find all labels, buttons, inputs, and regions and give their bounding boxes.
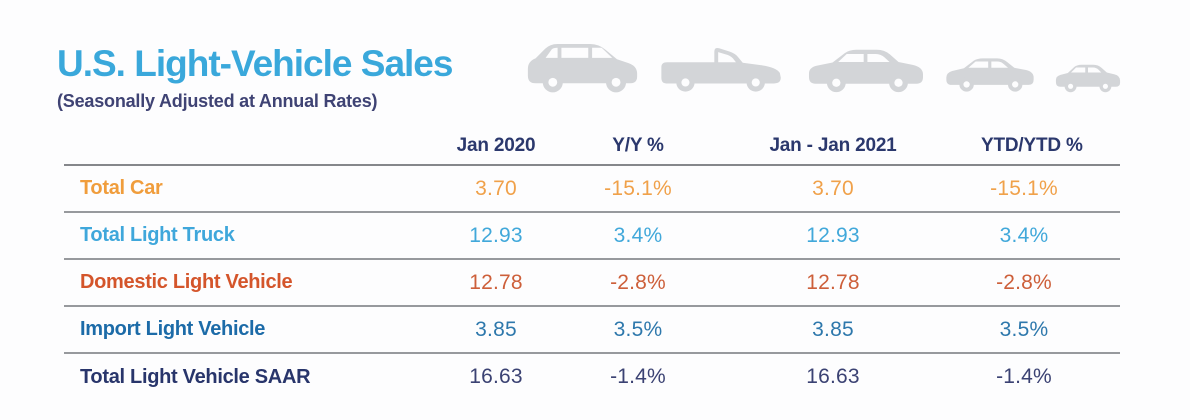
cell-yoy: 3.4% bbox=[613, 223, 663, 247]
compact-car-icon bbox=[1055, 64, 1121, 93]
cell-jan-jan-2021: 12.93 bbox=[806, 223, 860, 247]
cell-jan-jan-2021: 12.78 bbox=[806, 270, 860, 294]
cell-ytd: -1.4% bbox=[996, 365, 1052, 388]
sales-table: Jan 2020 Y/Y % Jan - Jan 2021 YTD/YTD % … bbox=[64, 128, 1120, 400]
cell-ytd: 3.5% bbox=[999, 317, 1049, 341]
pickup-truck-icon bbox=[661, 47, 782, 92]
cell-jan-2020: 16.63 bbox=[469, 365, 523, 388]
row-label: Total Car bbox=[80, 177, 163, 199]
page-title: U.S. Light-Vehicle Sales bbox=[57, 43, 453, 84]
table-row: Total Car 3.70 -15.1% 3.70 -15.1% bbox=[64, 166, 1120, 213]
row-label: Import Light Vehicle bbox=[80, 318, 266, 340]
cell-jan-2020: 12.78 bbox=[469, 270, 523, 294]
sedan-icon bbox=[808, 49, 923, 93]
cell-jan-jan-2021: 16.63 bbox=[806, 365, 860, 388]
row-label: Total Light Vehicle SAAR bbox=[80, 365, 311, 388]
coupe-icon bbox=[946, 58, 1034, 92]
cell-yoy: -2.8% bbox=[610, 270, 666, 294]
cell-ytd: 3.4% bbox=[999, 223, 1049, 247]
column-header-ytd: YTD/YTD % bbox=[981, 135, 1083, 156]
cell-ytd: -15.1% bbox=[990, 176, 1058, 200]
cell-yoy: 3.5% bbox=[613, 317, 663, 341]
cell-jan-2020: 12.93 bbox=[469, 223, 523, 247]
row-label: Total Light Truck bbox=[80, 224, 235, 246]
cell-jan-2020: 3.70 bbox=[475, 176, 517, 200]
table-row: Import Light Vehicle 3.85 3.5% 3.85 3.5% bbox=[64, 307, 1120, 354]
heading-block: U.S. Light-Vehicle Sales (Seasonally Adj… bbox=[57, 43, 453, 112]
table-row: Total Light Vehicle SAAR 16.63 -1.4% 16.… bbox=[64, 354, 1120, 400]
cell-jan-jan-2021: 3.70 bbox=[812, 176, 854, 200]
column-header-yoy: Y/Y % bbox=[612, 135, 664, 156]
vehicle-icons-row bbox=[525, 37, 1121, 95]
table-row: Domestic Light Vehicle 12.78 -2.8% 12.78… bbox=[64, 260, 1120, 307]
table-row: Total Light Truck 12.93 3.4% 12.93 3.4% bbox=[64, 213, 1120, 260]
column-header-jan-2020: Jan 2020 bbox=[456, 135, 536, 156]
suv-icon bbox=[527, 43, 638, 93]
column-header-jan-jan-2021: Jan - Jan 2021 bbox=[769, 135, 897, 156]
page-subtitle: (Seasonally Adjusted at Annual Rates) bbox=[57, 90, 378, 111]
table-header-row: Jan 2020 Y/Y % Jan - Jan 2021 YTD/YTD % bbox=[64, 128, 1120, 166]
cell-ytd: -2.8% bbox=[996, 270, 1052, 294]
row-label: Domestic Light Vehicle bbox=[80, 271, 293, 293]
cell-yoy: -1.4% bbox=[610, 365, 666, 388]
cell-yoy: -15.1% bbox=[604, 176, 672, 200]
cell-jan-jan-2021: 3.85 bbox=[812, 317, 854, 341]
cell-jan-2020: 3.85 bbox=[475, 317, 517, 341]
